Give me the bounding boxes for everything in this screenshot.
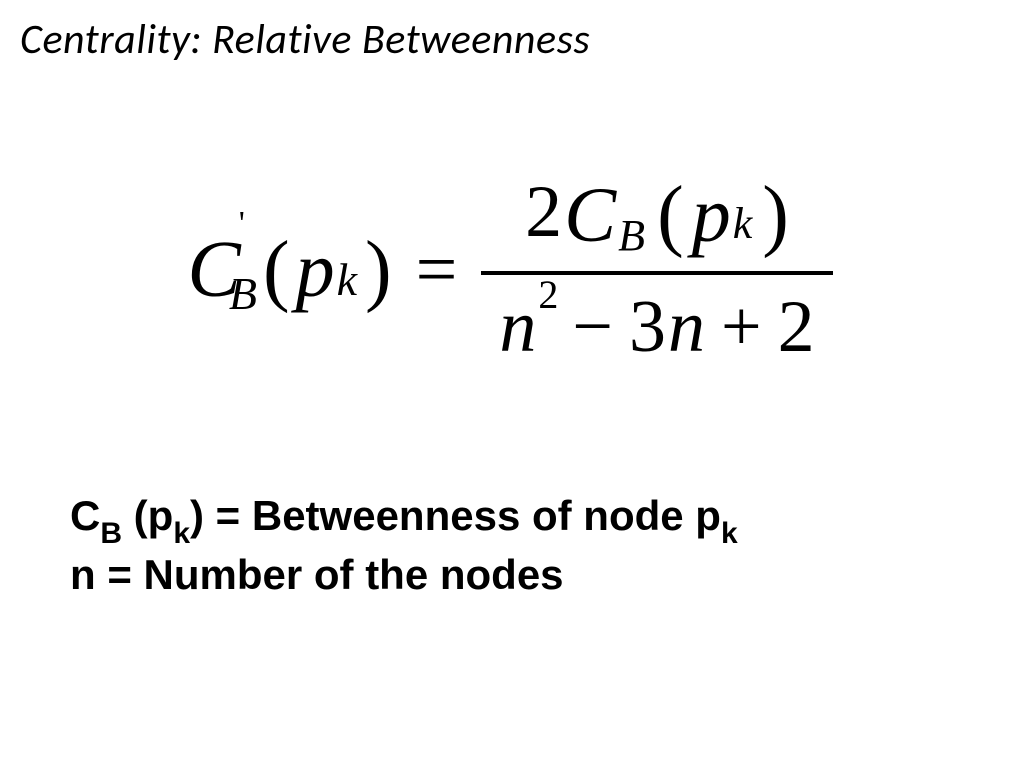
den-minus: − [572, 285, 613, 368]
definition-line-1: CB (pk) = Betweenness of node pk [70, 490, 738, 549]
lhs-paren-close: ) [365, 225, 392, 316]
formula: C ' B ( p k ) = 2 C B ( p k ) n 2 − 3 n … [80, 170, 940, 370]
def1-sub-k: k [173, 517, 190, 550]
num-paren-close: ) [762, 170, 789, 261]
num-coef-2: 2 [525, 170, 562, 255]
equals-sign: = [416, 228, 458, 313]
def1-sub-k2: k [721, 517, 738, 550]
num-paren-open: ( [657, 170, 684, 261]
lhs-paren-open: ( [263, 225, 290, 316]
lhs-p: p [296, 225, 335, 315]
denominator: n 2 − 3 n + 2 [481, 275, 832, 370]
def1-rest: ) = Betweenness of node p [190, 492, 721, 539]
slide-title: Centrality: Relative Betweenness [20, 14, 590, 65]
num-sub-B: B [618, 210, 645, 261]
den-n2: n [668, 285, 705, 370]
den-plus: + [721, 285, 762, 368]
den-sup-2: 2 [538, 271, 558, 318]
def1-C: C [70, 492, 100, 539]
num-p: p [692, 170, 731, 260]
num-sub-k: k [733, 198, 753, 249]
num-C: C [564, 170, 616, 260]
fraction: 2 C B ( p k ) n 2 − 3 n + 2 [481, 170, 832, 370]
definition-line-2: n = Number of the nodes [70, 549, 738, 602]
def1-paren-p: (p [122, 492, 173, 539]
den-const-2: 2 [778, 285, 815, 370]
formula-lhs: C ' B ( p k ) [187, 225, 391, 316]
lhs-prime: ' [239, 205, 245, 243]
den-n1: n [499, 285, 536, 370]
numerator: 2 C B ( p k ) [507, 170, 807, 271]
lhs-sub-k: k [337, 253, 357, 306]
definitions-block: CB (pk) = Betweenness of node pk n = Num… [70, 490, 738, 601]
def1-sub-B: B [100, 517, 122, 550]
lhs-sub-B: B [229, 267, 257, 320]
den-coef-3: 3 [629, 285, 666, 370]
